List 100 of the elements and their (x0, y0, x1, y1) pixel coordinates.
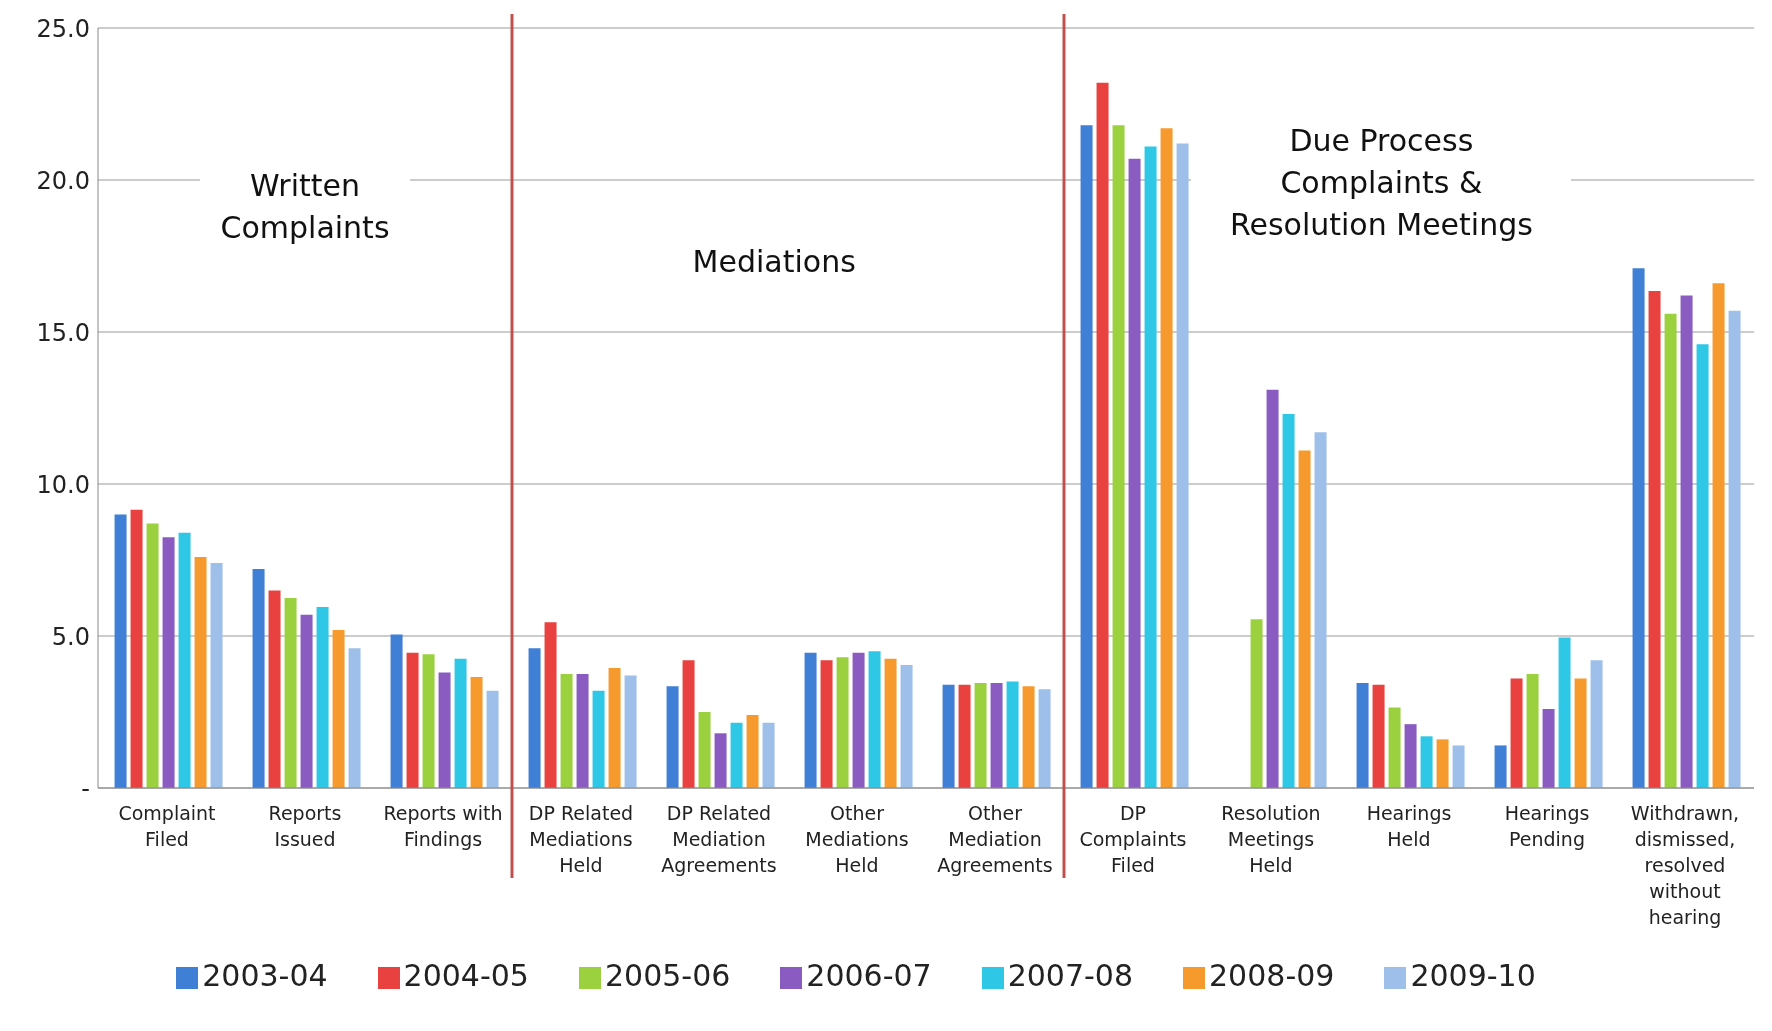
bar (1510, 678, 1523, 788)
annotation: Written Complaints (200, 165, 410, 250)
bar (1632, 268, 1645, 788)
bar (1696, 344, 1709, 788)
bar (820, 660, 833, 788)
bar (348, 648, 361, 788)
bar (1282, 414, 1295, 788)
bar (1314, 432, 1327, 788)
bar (592, 690, 605, 788)
legend-label: 2009-10 (1410, 958, 1536, 993)
bar (406, 652, 419, 788)
y-tick-label: 5.0 (51, 622, 90, 651)
legend-label: 2008-09 (1209, 958, 1335, 993)
x-tick-label: Other Mediation Agreements (937, 802, 1053, 876)
y-tick-label: 25.0 (36, 14, 90, 43)
bar (1574, 678, 1587, 788)
bar (1436, 739, 1449, 788)
bar (114, 514, 127, 788)
bar (194, 556, 207, 788)
bar (1160, 128, 1173, 788)
bar (1144, 146, 1157, 788)
bar (576, 674, 589, 788)
bar (698, 712, 711, 788)
bar (1372, 684, 1385, 788)
bar (1452, 745, 1465, 788)
x-tick-label: Reports Issued (268, 802, 342, 850)
bar (1038, 689, 1051, 788)
bar (974, 683, 987, 788)
bar (1420, 736, 1433, 788)
annotation: Mediations (672, 241, 876, 284)
y-tick-label: 10.0 (36, 470, 90, 499)
bar (146, 523, 159, 788)
bar (1250, 619, 1263, 788)
bar (268, 590, 281, 788)
bar (1176, 143, 1189, 788)
x-tick-label: DP Related Mediation Agreements (661, 802, 777, 876)
bar (990, 683, 1003, 788)
bar (868, 651, 881, 788)
bar (1404, 724, 1417, 788)
bar (486, 690, 499, 788)
y-tick-label: 20.0 (36, 166, 90, 195)
bar (884, 658, 897, 788)
bar (666, 686, 679, 788)
bar (1542, 708, 1555, 788)
bar (608, 667, 621, 788)
x-tick-label: Other Mediations Held (805, 802, 909, 876)
legend-label: 2004-05 (403, 958, 529, 993)
bar (1356, 683, 1369, 788)
x-tick-label: Withdrawn, dismissed, resolved without hearing (1630, 802, 1740, 928)
bar (300, 614, 313, 788)
bar (942, 684, 955, 788)
annotation: Due Process Complaints & Resolution Meetings (1191, 119, 1572, 246)
bar (454, 658, 467, 788)
bar (836, 657, 849, 788)
x-tick-label: DP Complaints Filed (1079, 802, 1187, 876)
bar (438, 672, 451, 788)
bar (130, 509, 143, 788)
bar (714, 733, 727, 788)
bar (1080, 125, 1093, 788)
x-tick-label: Hearings Held (1366, 802, 1452, 850)
bar (284, 598, 297, 788)
legend-label: 2007-08 (1007, 958, 1134, 993)
y-tick-label: 15.0 (36, 318, 90, 347)
x-tick-label: Resolution Meetings Held (1221, 802, 1321, 876)
bar (1728, 310, 1741, 788)
legend-label: 2005-06 (604, 958, 731, 993)
x-tick-label: Complaint Filed (118, 802, 216, 850)
bar (746, 715, 759, 788)
bar (1590, 660, 1603, 788)
x-tick-label: Reports with Findings (383, 802, 503, 850)
bar (1648, 290, 1661, 788)
y-tick-label: - (81, 774, 90, 803)
bar (560, 674, 573, 788)
legend-label: 2006-07 (806, 958, 932, 993)
bar (730, 722, 743, 788)
bar (1388, 707, 1401, 788)
bar (1128, 158, 1141, 788)
bar (762, 722, 775, 788)
bar (1022, 686, 1035, 788)
bar (210, 563, 223, 788)
bar (544, 622, 557, 788)
bar (1526, 674, 1539, 788)
bar (162, 537, 175, 788)
x-tick-label: DP Related Mediations Held (528, 802, 634, 876)
bar (1680, 295, 1693, 788)
bar (316, 607, 329, 788)
bar (1096, 82, 1109, 788)
bar (332, 629, 345, 788)
bar (1266, 389, 1279, 788)
bar (470, 677, 483, 788)
bar (682, 660, 695, 788)
bar (390, 634, 403, 788)
bar (252, 569, 265, 788)
bar (1298, 450, 1311, 788)
bar (1712, 283, 1725, 788)
bar (1006, 681, 1019, 788)
bar (422, 654, 435, 788)
bar (1494, 745, 1507, 788)
bar (624, 675, 637, 788)
bar (900, 664, 913, 788)
